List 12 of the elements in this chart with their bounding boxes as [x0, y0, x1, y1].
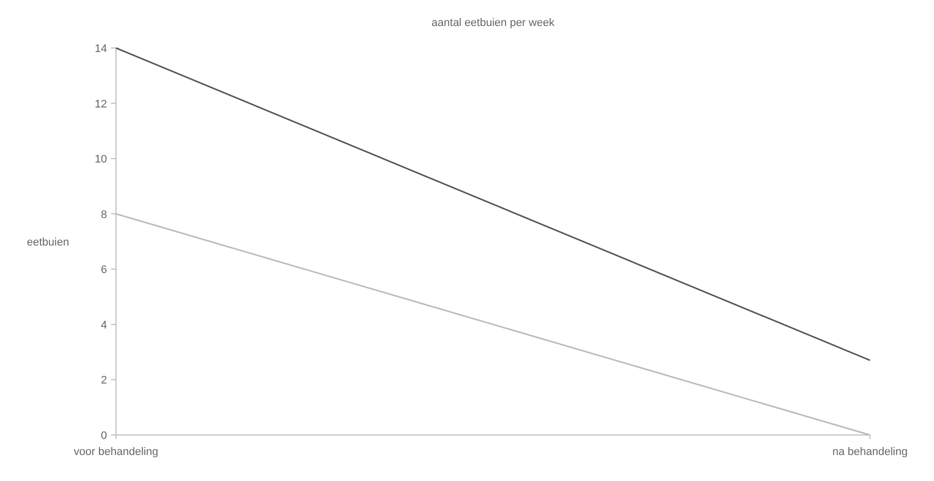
x-tick-label: voor behandeling [74, 446, 158, 458]
y-tick-label: 6 [100, 264, 107, 276]
chart-title: aantal eetbuien per week [432, 17, 555, 29]
y-tick-label: 8 [100, 208, 107, 221]
x-tick-label: na behandeling [832, 446, 908, 458]
y-axis-title: eetbuien [26, 236, 70, 248]
y-tick-label: 2 [100, 374, 107, 387]
y-tick-label: 0 [100, 430, 107, 442]
y-tick-label: 14 [94, 43, 107, 55]
y-tick-label: 4 [100, 319, 107, 332]
y-tick-label: 10 [94, 154, 107, 166]
y-tick-label: 12 [94, 98, 107, 110]
